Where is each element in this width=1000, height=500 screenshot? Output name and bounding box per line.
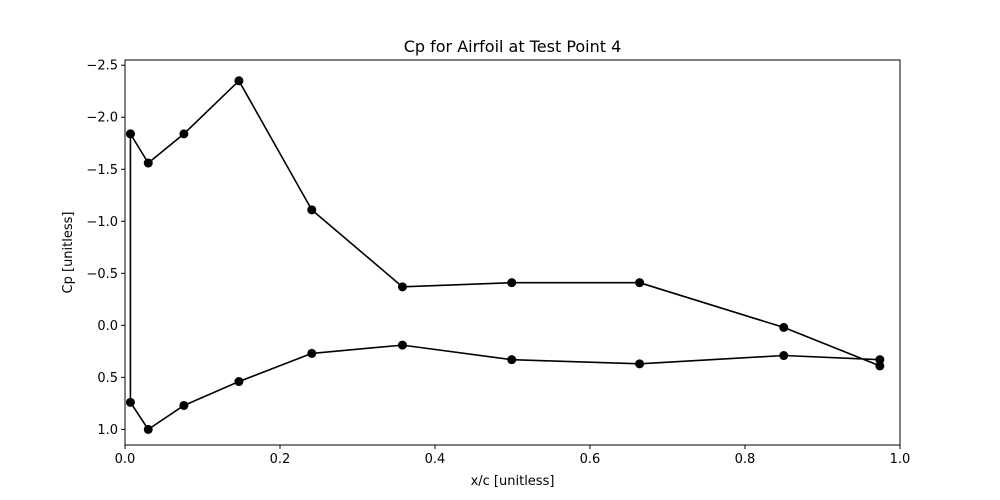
cp-data-point <box>779 351 789 361</box>
x-tick-label: 0.4 <box>425 452 446 467</box>
series-layer <box>125 76 885 434</box>
cp-data-point <box>635 359 645 369</box>
cp-data-point <box>507 355 517 365</box>
cp-data-point <box>635 278 645 288</box>
x-axis-label: x/c [unitless] <box>471 474 555 489</box>
cp-data-point <box>875 355 885 365</box>
cp-data-point <box>125 397 135 407</box>
cp-data-point <box>397 282 407 292</box>
y-tick-label: 0.5 <box>97 371 118 386</box>
y-tick-label: 0.0 <box>97 319 118 334</box>
x-tick-label: 1.0 <box>890 452 911 467</box>
cp-data-point <box>234 76 244 86</box>
cp-data-point <box>507 278 517 288</box>
y-tick-label: −1.5 <box>86 163 118 178</box>
x-tick-label: 0.6 <box>580 452 601 467</box>
cp-data-point <box>234 377 244 387</box>
cp-series-line <box>129 80 881 431</box>
cp-data-point <box>397 340 407 350</box>
x-tick-label: 0.0 <box>115 452 136 467</box>
y-axis-label: Cp [unitless] <box>61 212 76 294</box>
cp-data-point <box>779 322 789 332</box>
x-tick-label: 0.8 <box>735 452 756 467</box>
cp-data-point <box>307 205 317 215</box>
y-tick-label: −2.5 <box>86 59 118 74</box>
y-tick-label: −0.5 <box>86 267 118 282</box>
plot-frame <box>124 59 901 446</box>
cp-data-point <box>875 361 885 371</box>
cp-data-point <box>179 129 189 139</box>
cp-data-point <box>307 348 317 358</box>
plot-area <box>124 59 901 446</box>
cp-data-point <box>125 129 135 139</box>
y-axis: −2.5 −2.0 −1.5 −1.0 −0.5 0.0 0.5 1.0 <box>86 59 125 438</box>
chart-title: Cp for Airfoil at Test Point 4 <box>404 37 622 56</box>
x-tick-label: 0.2 <box>270 452 291 467</box>
y-tick-label: −1.0 <box>86 215 118 230</box>
y-tick-label: 1.0 <box>97 423 118 438</box>
cp-data-point <box>143 158 153 168</box>
cp-data-point <box>179 400 189 410</box>
x-axis: 0.0 0.2 0.4 0.6 0.8 1.0 <box>115 445 911 467</box>
y-tick-label: −2.0 <box>86 111 118 126</box>
cp-data-point <box>143 424 153 434</box>
